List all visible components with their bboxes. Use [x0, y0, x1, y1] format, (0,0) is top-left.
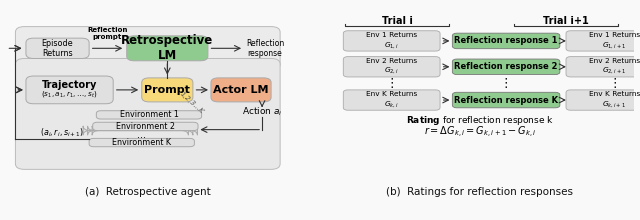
Text: Reflection
response: Reflection response [246, 39, 284, 58]
FancyBboxPatch shape [88, 126, 193, 135]
Text: Env K Returns
$G_{k,i+1}$: Env K Returns $G_{k,i+1}$ [589, 92, 640, 109]
Text: Environment 2: Environment 2 [116, 122, 175, 131]
Text: Reflection response 1: Reflection response 1 [454, 37, 558, 45]
FancyBboxPatch shape [343, 31, 440, 51]
Text: Reflection response 2: Reflection response 2 [454, 62, 558, 71]
FancyBboxPatch shape [15, 59, 280, 169]
Text: Trial i+1: Trial i+1 [543, 16, 589, 26]
Text: ⋮: ⋮ [385, 77, 398, 90]
FancyBboxPatch shape [566, 31, 640, 51]
Text: 1,2,3...K: 1,2,3...K [179, 91, 205, 115]
FancyBboxPatch shape [211, 78, 271, 102]
Text: Prompt: Prompt [145, 85, 190, 95]
Text: $\mathbf{Rating}$ for reflection response k: $\mathbf{Rating}$ for reflection respons… [406, 114, 554, 127]
FancyBboxPatch shape [83, 126, 188, 135]
Text: Trial i: Trial i [381, 16, 413, 26]
FancyBboxPatch shape [92, 126, 197, 135]
FancyBboxPatch shape [26, 38, 89, 59]
FancyBboxPatch shape [127, 36, 208, 61]
Text: Environment K: Environment K [112, 138, 172, 147]
Text: Env 2 Returns
$G_{2,i}$: Env 2 Returns $G_{2,i}$ [366, 58, 417, 75]
FancyBboxPatch shape [452, 92, 560, 108]
FancyBboxPatch shape [26, 76, 113, 104]
Text: Action $a_i$: Action $a_i$ [242, 106, 282, 118]
Text: ...: ... [137, 130, 147, 140]
Text: Env 2 Returns
$G_{2,i+1}$: Env 2 Returns $G_{2,i+1}$ [589, 58, 640, 75]
Text: Episode
Returns: Episode Returns [42, 39, 74, 58]
Text: ⋮: ⋮ [608, 77, 621, 90]
Text: Trajectory: Trajectory [42, 80, 97, 90]
FancyBboxPatch shape [452, 59, 560, 75]
FancyBboxPatch shape [343, 90, 440, 110]
Text: Retrospective
LM: Retrospective LM [121, 34, 214, 62]
Text: Reflection
prompt: Reflection prompt [87, 27, 127, 40]
Text: Env 1 Returns
$G_{1,i}$: Env 1 Returns $G_{1,i}$ [366, 32, 417, 50]
Text: $r = \Delta G_{k,i} = G_{k,i+1} - G_{k,i}$: $r = \Delta G_{k,i} = G_{k,i+1} - G_{k,i… [424, 125, 536, 140]
Text: $(a_i, r_i, s_{i+1})$: $(a_i, r_i, s_{i+1})$ [40, 126, 84, 139]
FancyBboxPatch shape [93, 122, 198, 130]
FancyBboxPatch shape [97, 111, 202, 119]
FancyBboxPatch shape [343, 57, 440, 77]
Text: ⋮: ⋮ [500, 77, 513, 90]
FancyBboxPatch shape [15, 27, 280, 70]
Text: $(s_1, a_1, r_1, \ldots, s_t)$: $(s_1, a_1, r_1, \ldots, s_t)$ [41, 89, 98, 99]
Text: Actor LM: Actor LM [213, 85, 269, 95]
FancyBboxPatch shape [566, 57, 640, 77]
Text: (a)  Retrospective agent: (a) Retrospective agent [85, 187, 211, 196]
Text: Env 1 Returns
$G_{1,i+1}$: Env 1 Returns $G_{1,i+1}$ [589, 32, 640, 50]
FancyBboxPatch shape [566, 90, 640, 110]
FancyBboxPatch shape [89, 138, 195, 147]
Text: Environment 1: Environment 1 [120, 110, 179, 119]
Text: (b)  Ratings for reflection responses: (b) Ratings for reflection responses [387, 187, 573, 196]
FancyBboxPatch shape [142, 78, 193, 102]
Text: Env K Returns
$G_{k,i}$: Env K Returns $G_{k,i}$ [366, 92, 417, 109]
FancyBboxPatch shape [452, 33, 560, 49]
Text: Reflection response K: Reflection response K [454, 95, 558, 104]
